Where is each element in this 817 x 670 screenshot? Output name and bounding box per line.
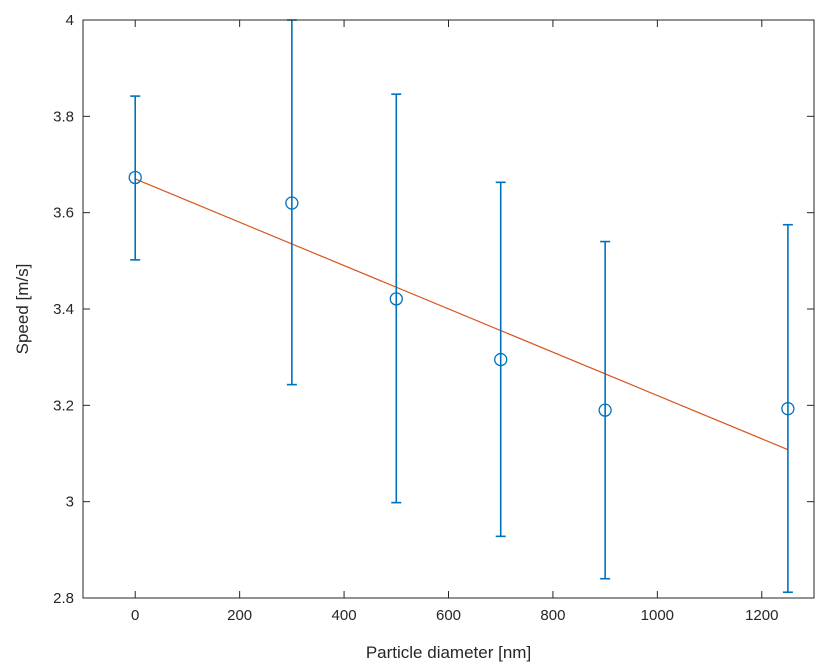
fit-line [134, 178, 789, 451]
data-point [285, 196, 299, 210]
x-axis: 0 200 400 600 800 1000 1200 [131, 20, 778, 624]
data-point [128, 170, 142, 185]
data-point [389, 292, 403, 306]
y-tick-label: 3.8 [53, 108, 74, 125]
y-tick-label: 3.2 [53, 397, 74, 414]
y-tick-label: 2.8 [53, 590, 74, 607]
x-tick-label: 0 [131, 607, 139, 624]
data-point [781, 402, 795, 416]
x-axis-label: Particle diameter [nm] [366, 643, 531, 662]
x-tick-label: 800 [540, 607, 565, 624]
y-axis: 2.8 3 3.2 3.4 3.6 3.8 4 [53, 12, 814, 607]
data-point [494, 352, 508, 367]
plot-area [128, 19, 795, 594]
y-tick-label: 3.4 [53, 301, 74, 318]
x-tick-label: 600 [436, 607, 461, 624]
y-axis-label: Speed [m/s] [13, 264, 32, 355]
x-tick-label: 1000 [641, 607, 674, 624]
x-tick-label: 1200 [745, 607, 778, 624]
y-tick-label: 3.6 [53, 205, 74, 222]
y-tick-label: 4 [66, 12, 74, 29]
x-tick-label: 400 [332, 607, 357, 624]
x-tick-label: 200 [227, 607, 252, 624]
data-point [598, 403, 612, 417]
y-tick-label: 3 [66, 494, 74, 511]
